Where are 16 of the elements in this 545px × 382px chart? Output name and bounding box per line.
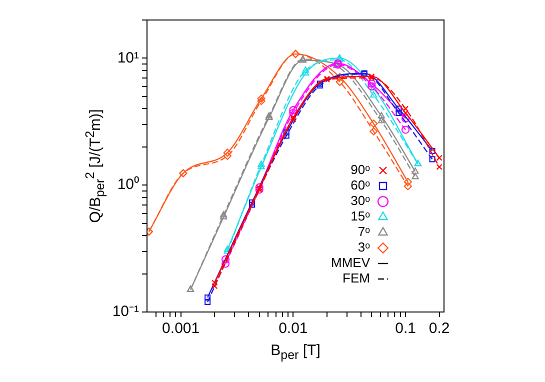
legend-label: 90ᵒ [350,162,370,178]
legend-label: 3ᵒ [358,240,370,255]
legend-label: FEM [342,270,370,286]
legend-label: MMEV [331,255,370,270]
x-tick-label: 0.001 [162,320,200,338]
legend-label: 7ᵒ [358,224,370,240]
x-axis-title: B$_{per}$ [T] [270,342,322,362]
x-tick-label: 0.1 [395,320,416,338]
x-tick-label: 0.01 [278,320,308,338]
legend-label: 30ᵒ [350,193,370,208]
legend-label: 15ᵒ [350,208,370,224]
x-tick-label: 0.2 [428,320,450,338]
legend-label: 60ᵒ [350,178,370,193]
y-tick-label: 10⁰ [117,176,139,194]
y-tick-label: 10⁻¹ [112,303,139,320]
y-tick-label: 10¹ [117,49,139,66]
